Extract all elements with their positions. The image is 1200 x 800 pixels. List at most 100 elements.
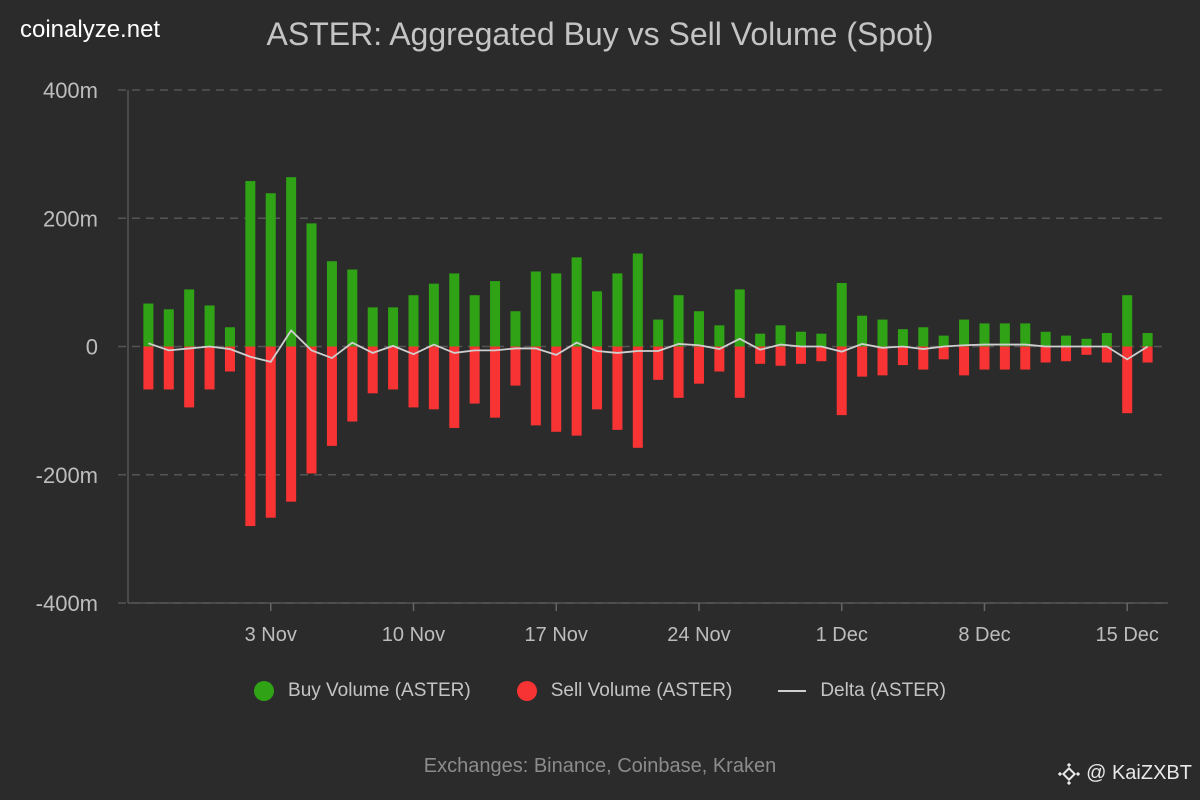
sell-bar: [326, 346, 337, 446]
sell-bar: [428, 346, 439, 410]
buy-bar: [388, 307, 399, 347]
legend-buy[interactable]: Buy Volume (ASTER): [254, 680, 471, 702]
sell-bar: [510, 346, 521, 386]
y-tick-label: 0: [86, 335, 98, 360]
sell-bar: [1061, 346, 1072, 362]
buy-bar: [245, 181, 256, 347]
buy-bar: [510, 311, 521, 347]
buy-bar: [1122, 295, 1133, 347]
buy-bar: [1142, 333, 1153, 347]
legend-delta[interactable]: Delta (ASTER): [778, 680, 946, 702]
x-tick-label: 8 Dec: [958, 624, 1010, 646]
sell-bar: [959, 346, 970, 376]
sell-bar: [918, 346, 929, 370]
buy-bar: [326, 261, 337, 347]
sell-bar: [571, 346, 582, 436]
sell-bar: [143, 346, 154, 390]
sell-bar: [469, 346, 480, 404]
buy-bar: [306, 223, 317, 347]
buy-bar: [224, 327, 235, 347]
buy-bar: [1061, 335, 1072, 347]
sell-bar: [286, 346, 297, 502]
sell-bar: [265, 346, 276, 518]
buy-bar: [265, 193, 276, 347]
buy-bar: [449, 273, 460, 347]
sell-bar: [490, 346, 501, 418]
buy-bar: [857, 315, 868, 347]
watermark-text: @ KaiZXBT: [1086, 762, 1192, 784]
buy-bar: [755, 333, 766, 347]
buy-bar: [571, 257, 582, 347]
buy-bar: [408, 295, 419, 347]
buy-bar: [897, 329, 908, 347]
y-tick-label: -400m: [36, 591, 98, 616]
legend-sell[interactable]: Sell Volume (ASTER): [516, 680, 733, 702]
buy-bar: [653, 319, 664, 347]
buy-bar: [592, 291, 603, 347]
sell-bar: [592, 346, 603, 410]
sell-bar: [653, 346, 664, 380]
binance-icon: [1058, 762, 1081, 785]
buy-bar: [734, 289, 745, 347]
sell-bar: [1101, 346, 1112, 363]
sell-bar: [938, 346, 949, 360]
buy-bar: [938, 335, 949, 347]
y-tick-label: 200m: [43, 206, 98, 231]
sell-bar: [551, 346, 562, 432]
sell-bar: [163, 346, 174, 390]
sell-bar: [897, 346, 908, 366]
buy-bar: [999, 323, 1010, 347]
sell-bar: [755, 346, 766, 364]
buy-bar: [775, 325, 786, 347]
buy-bar: [1081, 338, 1092, 347]
sell-dot-icon: [516, 681, 537, 701]
buy-bar: [714, 325, 725, 347]
buy-bar: [1020, 323, 1031, 347]
buy-bar: [1040, 331, 1051, 347]
sell-bar: [836, 346, 847, 416]
buy-bar: [184, 289, 195, 347]
sell-bar: [224, 346, 235, 372]
x-tick-label: 15 Dec: [1096, 624, 1159, 646]
sell-bar: [408, 346, 419, 408]
buy-bar: [428, 283, 439, 347]
sell-bar: [734, 346, 745, 398]
buy-bar: [143, 303, 154, 347]
sell-bar: [693, 346, 704, 384]
buy-bar: [979, 323, 990, 347]
buy-bar: [795, 331, 806, 347]
sell-bar: [1142, 346, 1153, 363]
brand-logo: coinalyze.net: [20, 16, 161, 43]
sell-bar: [877, 346, 888, 376]
buy-bar: [551, 273, 562, 347]
buy-bar: [163, 309, 174, 347]
sell-bar: [204, 346, 215, 390]
sell-bar: [673, 346, 684, 398]
buy-bar: [673, 295, 684, 347]
buy-bar: [490, 281, 501, 347]
buy-bar: [918, 327, 929, 347]
buy-bar: [612, 273, 623, 347]
legend-delta-label: Delta (ASTER): [820, 680, 946, 701]
legend-sell-label: Sell Volume (ASTER): [550, 680, 733, 701]
legend: Buy Volume (ASTER) Sell Volume (ASTER) D…: [0, 680, 1200, 702]
sell-bar: [184, 346, 195, 408]
buy-bar: [632, 253, 643, 347]
sell-bar: [530, 346, 541, 426]
y-tick-label: 400m: [43, 78, 98, 103]
sell-bar: [449, 346, 460, 428]
sell-bar: [816, 346, 827, 362]
x-tick-label: 17 Nov: [525, 624, 588, 646]
sell-bar: [857, 346, 868, 377]
buy-bar: [347, 269, 358, 347]
buy-bar: [836, 283, 847, 347]
x-tick-label: 10 Nov: [382, 624, 445, 646]
legend-buy-label: Buy Volume (ASTER): [288, 680, 471, 701]
buy-bar: [469, 295, 480, 347]
sell-bar: [306, 346, 317, 474]
sell-bar: [795, 346, 806, 364]
sell-bar: [388, 346, 399, 390]
sell-bar: [1122, 346, 1133, 414]
x-tick-label: 3 Nov: [245, 624, 297, 646]
